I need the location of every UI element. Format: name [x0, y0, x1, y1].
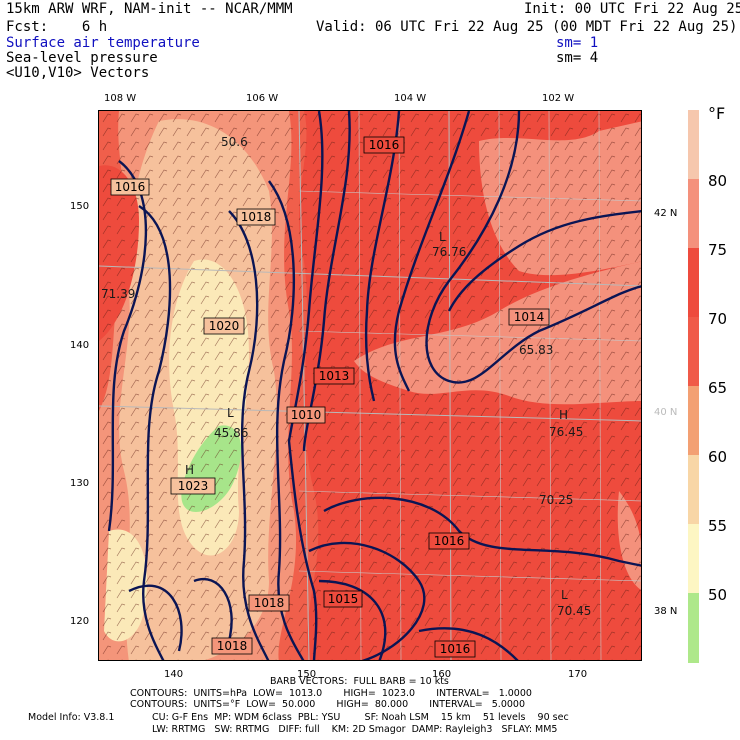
lon-label: 102 W [542, 93, 575, 104]
grid-y-label: 120 [70, 616, 90, 627]
grid-x-label: 140 [164, 669, 184, 680]
temp-value: 76.76 [432, 245, 466, 259]
temp-value: 76.45 [549, 425, 583, 439]
low-marker: L [561, 588, 568, 602]
grid-y-label: 150 [70, 201, 90, 212]
temperature-colorbar [688, 110, 699, 663]
model-physics: CU: G-F Ens MP: WDM 6class PBL: YSU SF: … [152, 712, 569, 723]
isobar-label-1018: 1018 [254, 596, 285, 610]
valid-time: Valid: 06 UTC Fri 22 Aug 25 (00 MDT Fri … [316, 19, 738, 35]
high-marker: H [559, 408, 568, 422]
isobar-label-1020: 1020 [209, 319, 240, 333]
grid-y-label: 130 [70, 478, 90, 489]
isobar-label-1014: 1014 [514, 310, 545, 324]
weather-map: 1016 1018 1020 1016 1014 1013 1010 1023 … [98, 110, 642, 661]
model-info: Model Info: V3.8.1 [28, 712, 115, 723]
isobar-label-1016: 1016 [440, 642, 471, 656]
field-surface-temp: Surface air temperature [6, 35, 200, 51]
contours-temp: CONTOURS: UNITS=°F LOW= 50.000 HIGH= 80.… [130, 699, 526, 710]
field-surface-temp-sm: sm= 1 [556, 35, 599, 51]
colorbar-label: 80 [708, 172, 728, 190]
lon-label: 104 W [394, 93, 427, 104]
colorbar-segment [688, 110, 699, 179]
temp-value: 70.45 [557, 604, 591, 618]
isobars [107, 111, 641, 660]
colorbar-segment [688, 455, 699, 524]
grid-y-label: 140 [70, 340, 90, 351]
colorbar-segment [688, 317, 699, 386]
colorbar-label: 55 [708, 517, 728, 535]
colorbar-segment [688, 386, 699, 455]
isobar-label-1013: 1013 [319, 369, 350, 383]
county-borders [298, 111, 641, 660]
high-marker: H [185, 463, 194, 477]
temp-value: 50.6 [221, 135, 248, 149]
isobar-label-1018: 1018 [241, 210, 272, 224]
isobar-label-1010: 1010 [291, 408, 322, 422]
lat-label: 38 N [654, 606, 678, 617]
model-title: 15km ARW WRF, NAM-init -- NCAR/MMM [6, 1, 293, 17]
grid-x-label: 170 [568, 669, 588, 680]
isobar-label-1015: 1015 [328, 592, 359, 606]
lat-label: 42 N [654, 208, 678, 219]
colorbar-segment [688, 593, 699, 663]
colorbar-label: 65 [708, 379, 728, 397]
isobar-label-1018: 1018 [217, 639, 248, 653]
barb-legend: BARB VECTORS: FULL BARB = 10 kts [270, 676, 449, 687]
field-slp-sm: sm= 4 [556, 50, 599, 66]
isobar-label-1016: 1016 [369, 138, 400, 152]
init-time: Init: 00 UTC Fri 22 Aug 25 [524, 1, 740, 17]
temp-value: 65.83 [519, 343, 553, 357]
lat-label: 40 N [654, 407, 678, 418]
low-marker: L [227, 406, 234, 420]
temp-value: 45.86 [214, 426, 248, 440]
field-slp: Sea-level pressure [6, 50, 158, 66]
map-canvas: 1016 1018 1020 1016 1014 1013 1010 1023 … [99, 111, 641, 660]
temp-value: 71.39 [101, 287, 135, 301]
colorbar-segment [688, 248, 699, 317]
colorbar-unit: °F [708, 104, 726, 123]
isobar-label-1023: 1023 [178, 479, 209, 493]
colorbar-label: 50 [708, 586, 728, 604]
low-marker: L [439, 230, 446, 244]
pressure-labels: 1016 1018 1020 1016 1014 1013 1010 1023 … [110, 136, 550, 658]
grid-x-label: 160 [432, 669, 452, 680]
temperature-values: 50.6 76.76 65.83 76.45 45.86 70.25 70.45… [101, 135, 591, 618]
model-radiation: LW: RRTMG SW: RRTMG DIFF: full KM: 2D Sm… [152, 724, 558, 735]
temp-value: 70.25 [539, 493, 573, 507]
colorbar-segment [688, 179, 699, 248]
isobar-label-1016: 1016 [434, 534, 465, 548]
colorbar-label: 70 [708, 310, 728, 328]
forecast-hour: Fcst: 6 h [6, 19, 108, 35]
colorbar-label: 60 [708, 448, 728, 466]
colorbar-label: 75 [708, 241, 728, 259]
colorbar-segment [688, 524, 699, 593]
pressure-centers: L H L H L [185, 230, 568, 602]
grid-x-label: 150 [297, 669, 317, 680]
isobar-label-1016: 1016 [115, 180, 146, 194]
lon-label: 108 W [104, 93, 137, 104]
contours-slp: CONTOURS: UNITS=hPa LOW= 1013.0 HIGH= 10… [130, 688, 532, 699]
lon-label: 106 W [246, 93, 279, 104]
field-wind-vectors: <U10,V10> Vectors [6, 65, 150, 81]
